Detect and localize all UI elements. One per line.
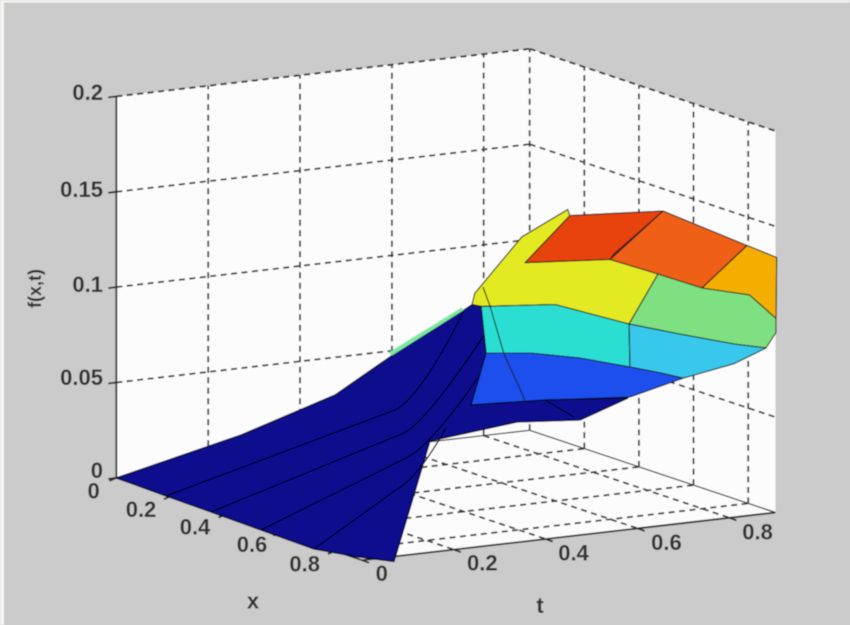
svg-text:f(x,t): f(x,t) (25, 269, 45, 308)
svg-text:0.4: 0.4 (180, 515, 211, 540)
svg-text:0.6: 0.6 (237, 532, 268, 557)
svg-text:x: x (247, 589, 260, 614)
svg-text:0.15: 0.15 (60, 177, 103, 202)
svg-text:0: 0 (91, 458, 103, 483)
svg-text:0: 0 (87, 479, 99, 504)
svg-text:0.1: 0.1 (72, 272, 103, 297)
svg-text:0.2: 0.2 (72, 80, 103, 105)
svg-text:0.2: 0.2 (126, 497, 157, 522)
svg-text:0.05: 0.05 (60, 365, 103, 390)
svg-text:0.2: 0.2 (467, 551, 498, 576)
svg-text:0: 0 (376, 561, 388, 586)
svg-text:t: t (536, 593, 544, 618)
svg-text:0.8: 0.8 (289, 552, 320, 577)
svg-text:0.6: 0.6 (651, 530, 682, 555)
svg-text:0.4: 0.4 (558, 540, 589, 565)
svg-text:0.8: 0.8 (742, 520, 773, 545)
